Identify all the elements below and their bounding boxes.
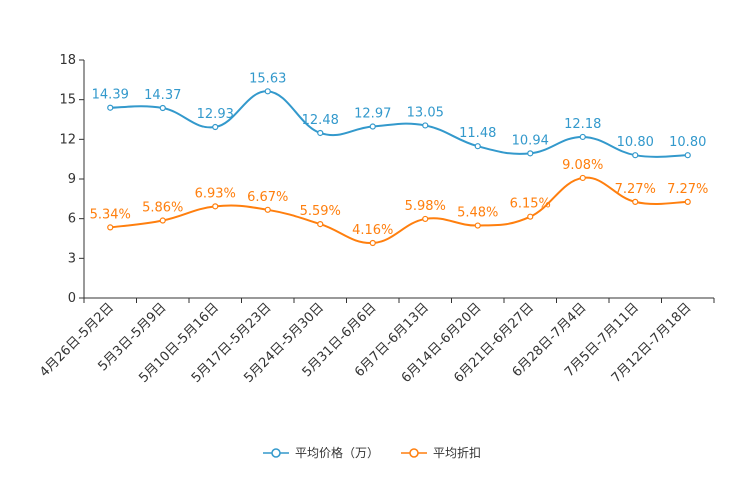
y-tick-label-0: 0 [68, 291, 76, 306]
series-1-data-label-0: 5.34% [90, 207, 131, 222]
series-1-point-8 [527, 213, 534, 220]
series-0-point-2 [212, 123, 219, 131]
legend-marker-price [262, 447, 289, 458]
y-tick-label-1: 3 [68, 251, 76, 266]
y-tick-label-3: 9 [68, 172, 76, 187]
series-1-point-6 [422, 215, 429, 223]
series-1-data-label-9: 9.08% [562, 158, 603, 173]
series-0-data-label-0: 14.39 [92, 88, 129, 103]
series-1-point-4 [317, 220, 324, 228]
series-0-data-label-7: 11.48 [459, 126, 496, 141]
series-1-point-7 [474, 222, 481, 229]
series-1-data-label-10: 7.27% [615, 182, 656, 197]
legend-label-price: 平均价格（万） [294, 446, 379, 460]
series-0-point-10 [632, 152, 639, 159]
series-0-data-label-9: 12.18 [564, 117, 601, 132]
series-1-point-10 [632, 198, 639, 205]
series-0-point-11 [684, 152, 691, 159]
series-1-point-11 [684, 198, 691, 205]
series-0-data-label-1: 14.37 [144, 88, 181, 103]
series-0-point-4 [317, 129, 324, 137]
series-0-data-label-8: 10.94 [512, 133, 549, 148]
series-1-point-3 [264, 206, 271, 213]
y-tick-label-4: 12 [59, 132, 76, 147]
series-1-point-2 [212, 203, 219, 210]
legend-marker-discount [401, 447, 427, 458]
series-0-point-6 [422, 122, 429, 129]
series-0-data-label-6: 13.05 [407, 105, 444, 120]
series-1-data-label-3: 6.67% [247, 190, 288, 205]
series-0-data-label-3: 15.63 [249, 71, 286, 86]
series-0-data-label-4: 12.48 [302, 113, 339, 128]
series-1-data-label-6: 5.98% [405, 199, 446, 214]
series-0-point-5 [369, 123, 376, 130]
series-0-data-label-10: 10.80 [617, 135, 654, 150]
series-0-point-8 [527, 150, 534, 157]
y-tick-label-5: 15 [59, 93, 76, 108]
legend: 平均价格（万） 平均折扣 [0, 444, 744, 461]
legend-label-discount: 平均折扣 [433, 446, 482, 460]
series-1-point-0 [107, 224, 114, 231]
series-1-data-label-1: 5.86% [142, 201, 183, 216]
series-1-point-5 [369, 239, 376, 247]
series-0-data-label-5: 12.97 [354, 107, 391, 122]
series-1-data-label-7: 5.48% [457, 206, 498, 221]
series-1-data-label-4: 5.59% [300, 204, 341, 219]
series-1-data-label-8: 6.15% [510, 197, 551, 212]
series-0-data-label-2: 12.93 [197, 107, 234, 122]
series-0-point-0 [107, 104, 114, 111]
series-0-point-9 [579, 133, 586, 141]
series-1-data-label-2: 6.93% [195, 186, 236, 201]
y-tick-label-6: 18 [59, 53, 76, 68]
legend-item-discount[interactable]: 平均折扣 [401, 444, 481, 461]
series-0-data-label-11: 10.80 [669, 135, 706, 150]
y-tick-label-2: 6 [68, 212, 76, 227]
legend-item-price[interactable]: 平均价格（万） [262, 444, 379, 461]
line-chart: 03691215184月26日-5月2日5月3日-5月9日5月10日-5月16日… [37, 53, 715, 386]
series-0-point-7 [474, 143, 481, 150]
series-0-point-3 [264, 88, 271, 95]
series-1-data-label-5: 4.16% [352, 223, 393, 238]
series-1-point-9 [579, 174, 586, 182]
series-1-data-label-11: 7.27% [667, 182, 708, 197]
series-1-point-1 [159, 217, 166, 224]
series-0-point-1 [159, 104, 166, 112]
